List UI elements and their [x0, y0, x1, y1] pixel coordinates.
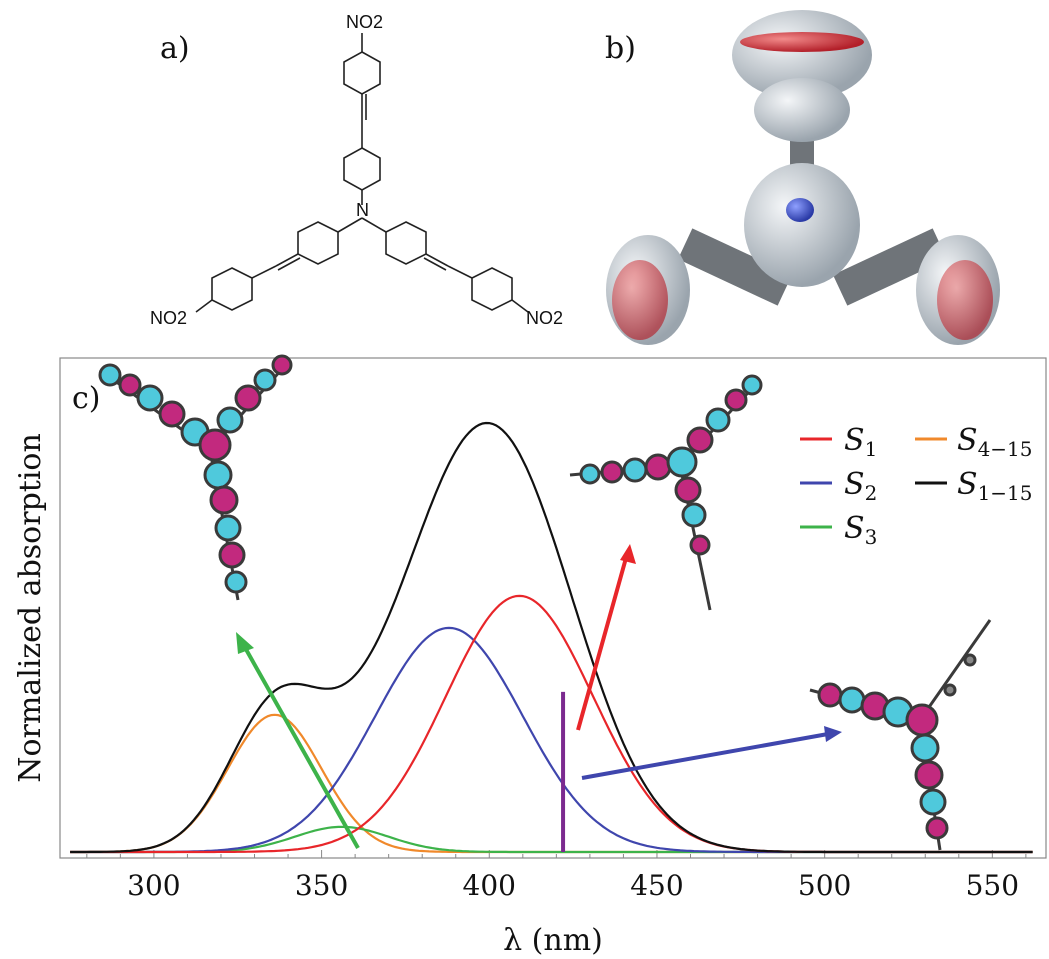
legend-label-s1-15: S1−15	[957, 467, 1033, 505]
central-nitrogen: N	[356, 200, 369, 220]
series-line-s3	[70, 825, 1033, 854]
nitro-group-left: NO2	[150, 308, 187, 328]
plot-frame	[59, 357, 1047, 859]
arrow-s1-line	[576, 557, 628, 731]
space-filling-model	[606, 10, 1000, 345]
nitro-group-right: NO2	[526, 308, 563, 328]
spectrum-curves	[70, 421, 1033, 854]
x-tick-label: 550	[966, 869, 1019, 902]
arrow-s3-head	[236, 632, 254, 654]
panel-a-label: a)	[160, 31, 190, 66]
series-line-s1-15	[70, 421, 1033, 854]
orbital-inset-s1	[569, 374, 763, 611]
x-tick-label: 300	[127, 869, 180, 902]
panel-b-label: b)	[605, 31, 636, 66]
series-line-s2	[70, 626, 1033, 854]
x-axis-label: λ (nm)	[503, 923, 603, 958]
chemical-structure	[195, 33, 529, 313]
series-line-s4-15	[70, 713, 1033, 854]
nitro-group-top: NO2	[346, 12, 383, 32]
arrow-s2-line	[581, 732, 829, 780]
x-tick-label: 400	[463, 869, 516, 902]
y-axis-label: Normalized absorption	[13, 433, 48, 783]
arrow-s3-line	[241, 643, 360, 849]
arrows	[236, 544, 842, 849]
x-tick-label: 500	[798, 869, 851, 902]
legend-label-s4-15: S4−15	[957, 423, 1033, 461]
legend: S1 S4−15 S2 S1−15 S3	[800, 423, 1033, 549]
x-ticks	[86, 850, 1027, 858]
x-tick-label: 450	[630, 869, 683, 902]
x-tick-labels: 300 350 400 450 500 550	[127, 869, 1019, 902]
arrow-s2-head	[824, 726, 842, 742]
legend-label-s1: S1	[844, 423, 877, 461]
legend-label-s3: S3	[844, 511, 877, 549]
legend-label-s2: S2	[844, 467, 877, 505]
x-tick-label: 350	[295, 869, 348, 902]
orbital-inset-s3	[98, 354, 293, 601]
panel-c-label: c)	[72, 381, 101, 416]
orbital-inset-s2	[809, 619, 992, 851]
plot-area: 300 350 400 450 500 550	[59, 357, 1047, 902]
arrow-s1-head	[620, 544, 636, 564]
